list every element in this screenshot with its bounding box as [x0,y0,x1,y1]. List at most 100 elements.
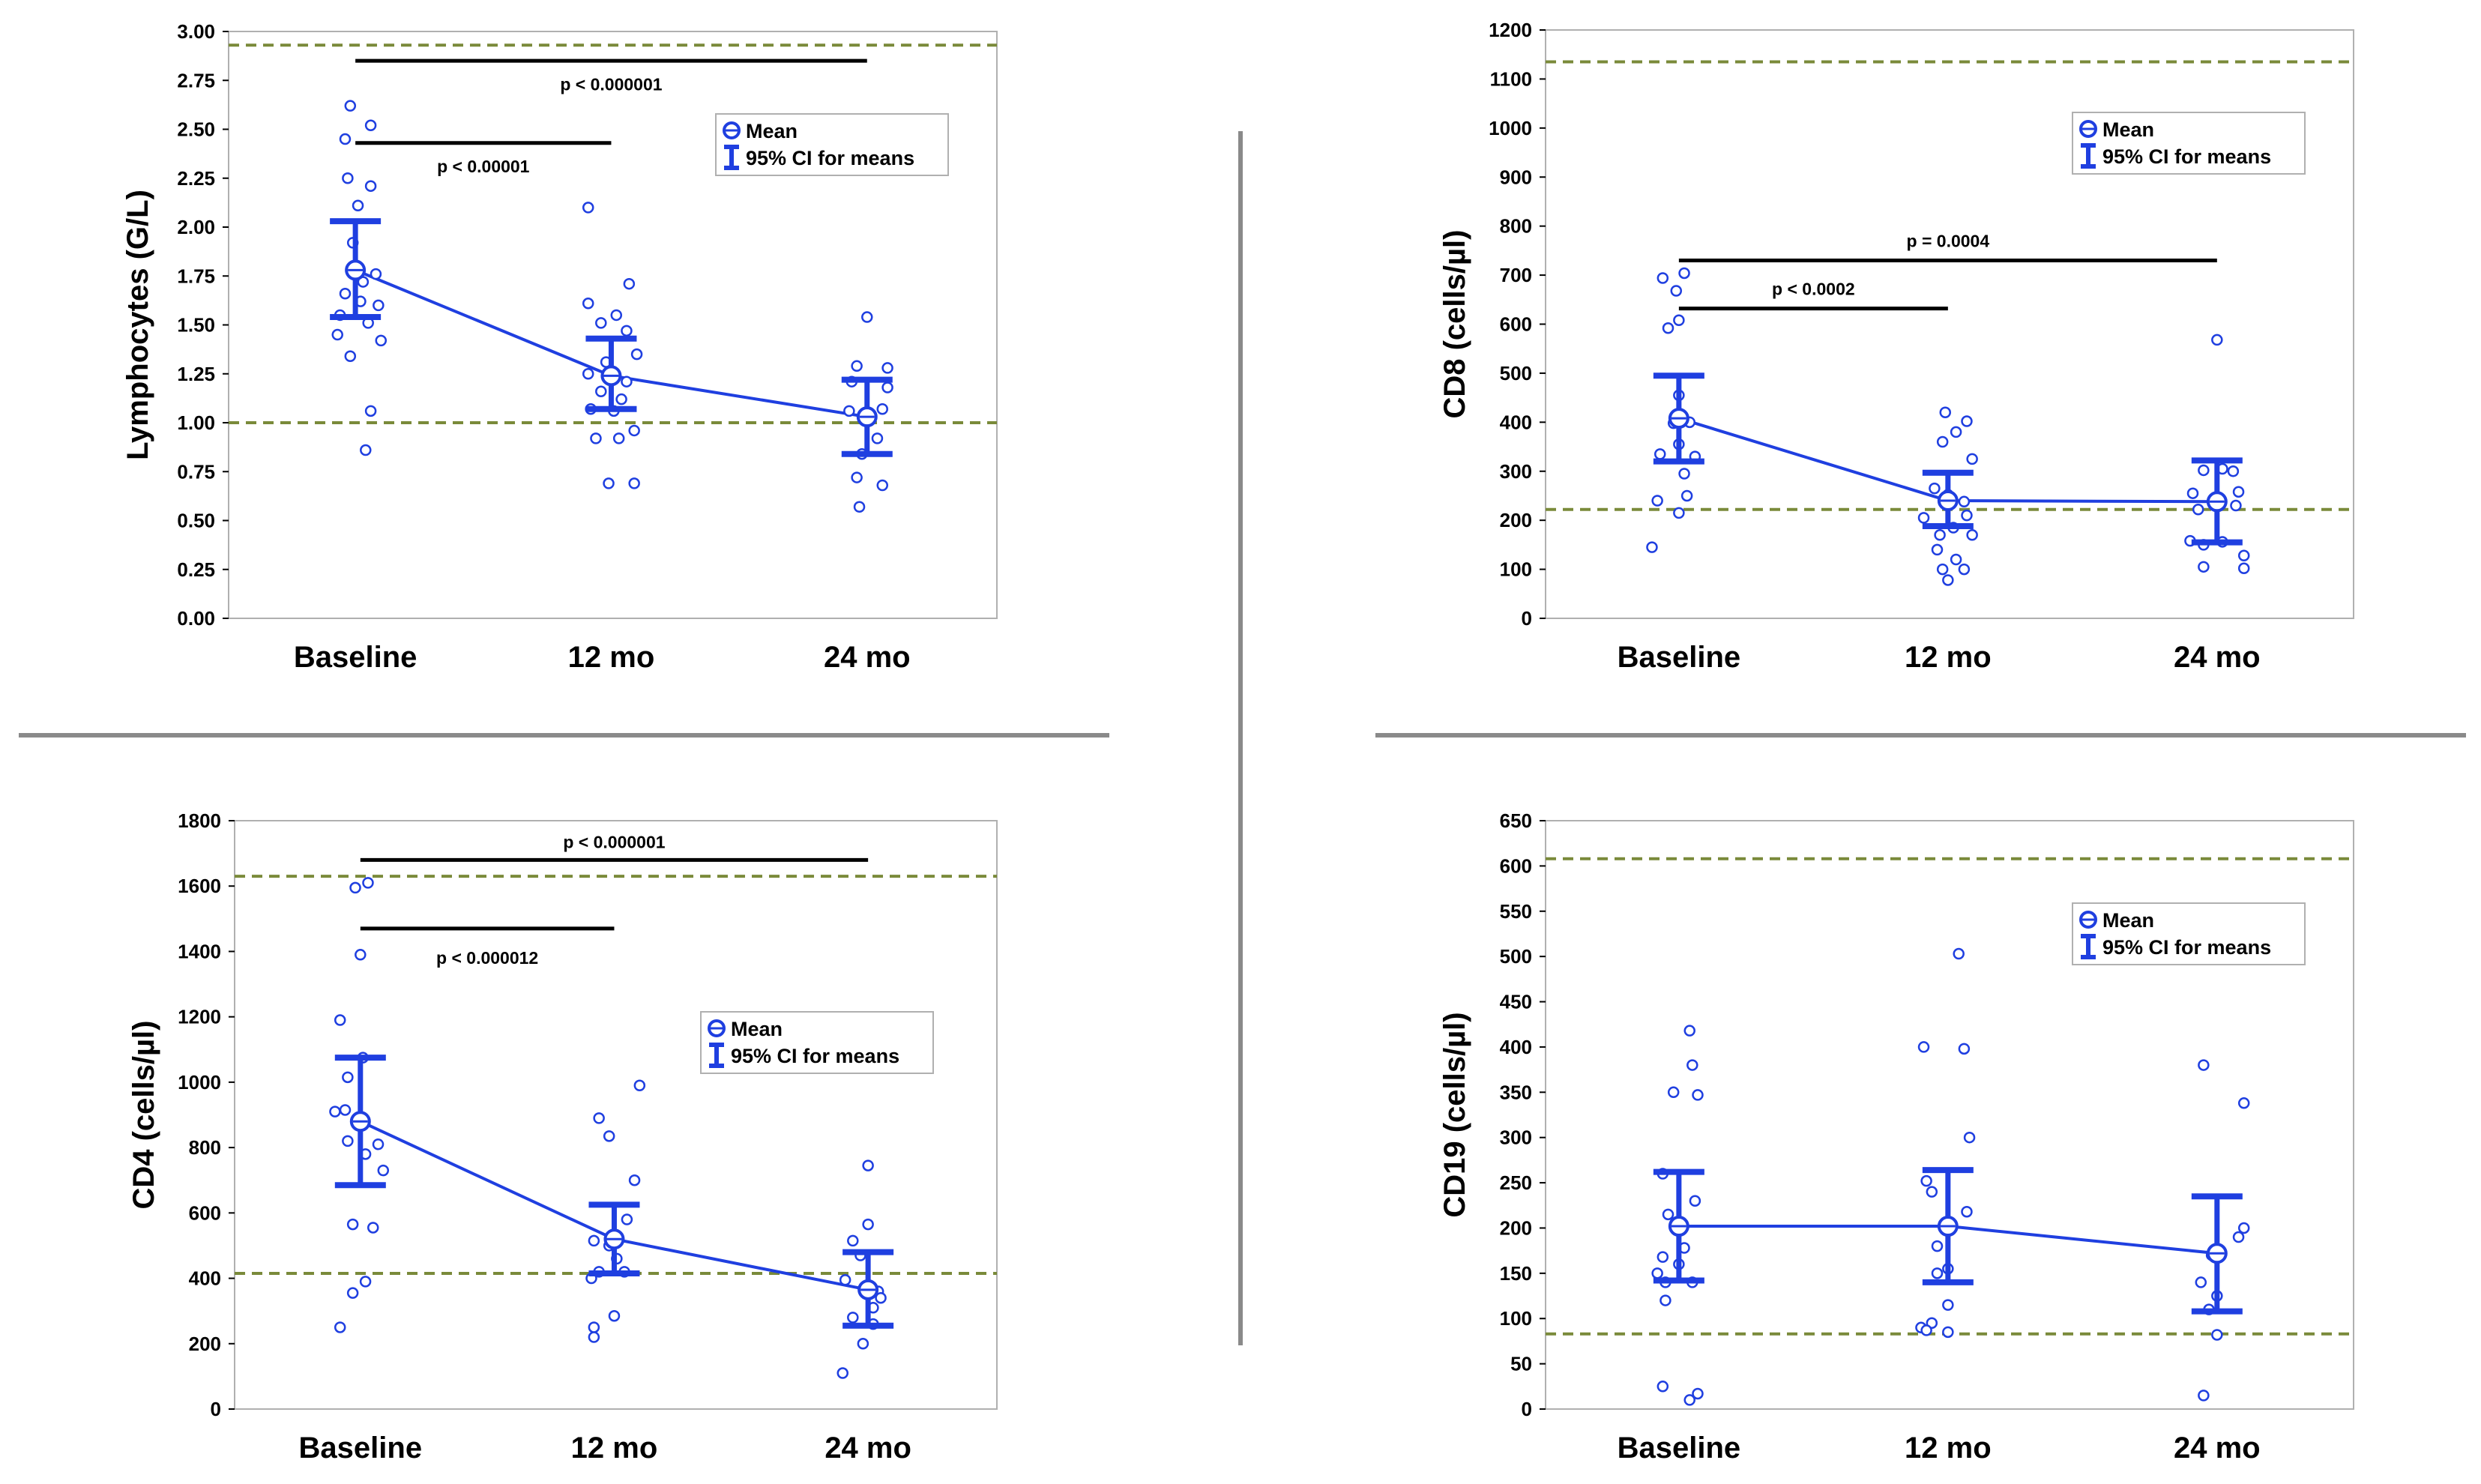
data-point [1692,1387,1704,1400]
data-point [862,1218,874,1231]
data-point [836,1367,849,1379]
x-category-label: Baseline [294,641,417,674]
data-point [1939,406,1952,418]
y-tick-label: 1800 [178,809,221,832]
data-point [362,877,374,889]
data-point [1966,453,1978,465]
y-axis-label: CD19 (cells/µl) [1438,1012,1471,1217]
y-tick-label: 100 [1500,1307,1532,1330]
x-category-label: 12 mo [1905,641,1992,674]
data-point [2211,334,2223,346]
x-category-label: 24 mo [825,1432,911,1465]
data-point [1931,543,1944,556]
y-tick-label: 100 [1500,558,1532,581]
legend-ci-label: 95% CI for means [2102,936,2271,959]
data-point [615,393,627,405]
p-value-label: p < 0.000012 [436,948,538,968]
p-value-label: p < 0.00001 [437,157,530,176]
data-point [595,317,607,329]
data-point [1963,1131,1976,1144]
y-tick-label: 500 [1500,362,1532,384]
y-tick-label: 1200 [1489,19,1532,41]
data-point [871,432,884,444]
data-point [2198,561,2210,573]
data-point [857,1338,869,1350]
data-point [628,1174,641,1186]
data-point [621,1213,633,1225]
data-point [1950,426,1962,438]
data-point [876,402,889,415]
data-point [1961,1205,1973,1218]
data-point [329,1106,341,1117]
legend-ci-label: 95% CI for means [731,1045,899,1067]
data-point [1920,1324,1932,1336]
data-point [2195,1276,2207,1288]
y-tick-label: 2.75 [177,69,215,91]
data-point [355,949,367,961]
data-point [1692,1089,1704,1101]
data-point [1673,314,1685,327]
p-value-label: p = 0.0004 [1907,231,1990,250]
data-point [2198,1390,2210,1402]
data-point [339,133,352,145]
data-point [339,1104,352,1116]
y-tick-label: 0.50 [177,510,215,532]
y-tick-label: 2.50 [177,118,215,141]
legend-mean-label: Mean [2102,909,2154,932]
legend-box [2072,112,2306,175]
data-point [1936,435,1949,448]
y-tick-label: 650 [1500,809,1532,832]
y-tick-label: 400 [1500,411,1532,433]
data-point [364,119,377,132]
y-tick-label: 600 [1500,313,1532,336]
data-point [2237,549,2250,562]
data-point [349,881,361,894]
data-point [360,444,372,456]
data-point [372,1138,385,1150]
legend: Mean 95% CI for means [2072,112,2306,175]
data-point [1942,574,1954,586]
data-point [876,479,889,492]
y-tick-label: 300 [1500,460,1532,483]
x-category-label: Baseline [1618,1432,1741,1465]
legend-box [700,1011,934,1074]
y-tick-label: 150 [1500,1262,1532,1285]
legend-mean-label: Mean [746,120,798,142]
y-tick-label: 1.25 [177,363,215,385]
plot-frame [234,820,998,1410]
data-point [1958,563,1971,576]
data-point [344,100,357,112]
y-tick-label: 550 [1500,900,1532,923]
data-point [1931,1240,1944,1252]
data-point [1656,1381,1669,1393]
data-point [2211,1329,2223,1341]
data-point [847,1234,859,1247]
data-point [875,1291,887,1304]
data-point [608,1309,621,1322]
y-tick-label: 1100 [1490,67,1532,90]
data-point [1656,1251,1669,1263]
plot-frame [1545,820,2354,1410]
y-tick-label: 600 [189,1201,221,1224]
chart-cd8: 0 100 200 300 400 500 600 700 800 900 1000 1100 1200… [1438,19,2354,674]
data-point [1942,1299,1954,1311]
data-point [364,405,377,417]
y-tick-label: 0.75 [177,460,215,483]
data-point [1670,285,1683,297]
data-point [1689,1195,1701,1207]
data-point [1929,482,1941,495]
data-point [342,172,354,184]
y-tick-label: 1000 [178,1071,221,1094]
y-tick-label: 600 [1500,854,1532,877]
data-point [1950,553,1962,566]
x-category-label: 12 mo [571,1432,658,1465]
chart-cd4: 0 200 400 600 800 1000 1200 1400 1600 1800 CD4 (ce… [127,809,998,1465]
data-point [588,1234,600,1247]
data-point [373,299,385,312]
data-point [1656,272,1669,284]
p-value-label: p < 0.0002 [1772,279,1855,298]
data-point [1678,468,1690,480]
y-tick-label: 200 [1500,1216,1532,1239]
data-point [1673,507,1685,519]
